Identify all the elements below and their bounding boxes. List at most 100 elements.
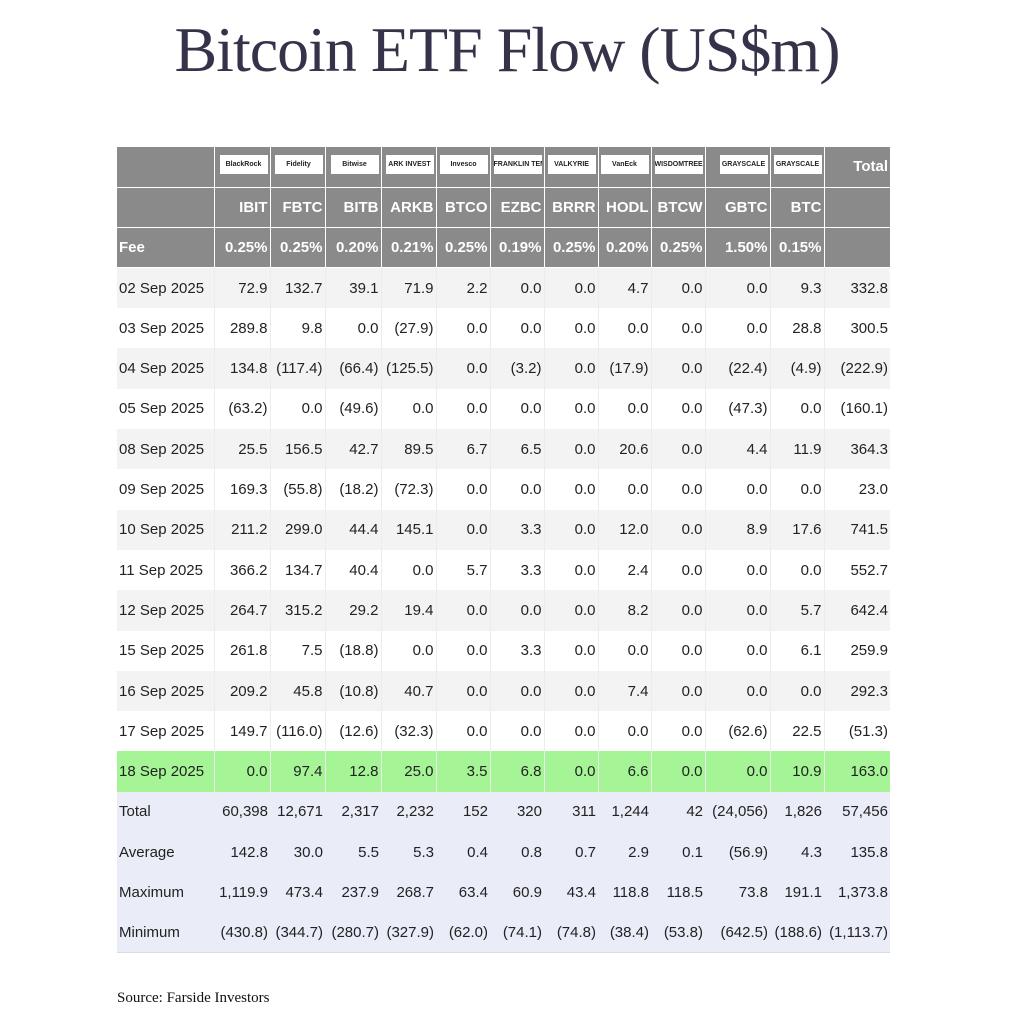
flow-cell: (66.4): [325, 348, 382, 389]
summary-cell: 60.9: [490, 872, 544, 913]
flow-cell: (47.3): [705, 388, 771, 430]
flow-cell: 0.0: [544, 267, 599, 309]
row-total-cell: 741.5: [824, 509, 890, 550]
summary-cell: 57,456: [824, 791, 890, 833]
fee-label: Fee: [117, 227, 215, 269]
ticker-cell: BTC: [770, 187, 825, 229]
flow-cell: 22.5: [770, 711, 825, 752]
flow-cell: 299.0: [270, 509, 326, 550]
flow-cell: 11.9: [770, 429, 825, 470]
fee-cell: 0.15%: [770, 227, 825, 269]
row-total-cell: 292.3: [824, 670, 890, 712]
flow-cell: 0.0: [544, 670, 599, 712]
summary-row-maximum: Maximum 1,119.9 473.4 237.9 268.7 63.4 60.9 43.…: [117, 872, 890, 913]
ticker-cell: GBTC: [705, 187, 771, 229]
summary-cell: 2.9: [598, 832, 651, 873]
ticker-cell: BTCO: [436, 187, 491, 229]
summary-row-minimum: Minimum (430.8) (344.7) (280.7) (327.9) (62.0…: [117, 912, 890, 954]
fee-cell: 1.50%: [705, 227, 771, 269]
issuer-logo: FRANKLIN TEMPLETON: [493, 155, 542, 175]
row-total-cell: 332.8: [824, 267, 890, 309]
flow-cell: 0.0: [325, 308, 382, 349]
flow-cell: 6.8: [490, 751, 545, 792]
flow-cell: (62.6): [705, 711, 771, 752]
flow-cell: 8.2: [598, 590, 652, 631]
summary-cell: 0.1: [651, 832, 705, 873]
summary-cell: 268.7: [381, 872, 436, 913]
fee-cell: 0.20%: [325, 227, 382, 269]
date-cell: 10 Sep 2025: [117, 509, 215, 550]
flow-cell: 132.7: [270, 267, 326, 309]
flow-cell: 9.8: [270, 308, 326, 349]
date-cell: 05 Sep 2025: [117, 388, 215, 430]
summary-cell: 43.4: [544, 872, 598, 913]
summary-cell: (430.8): [214, 912, 270, 954]
flow-cell: (49.6): [325, 388, 382, 430]
flow-cell: 0.0: [651, 549, 706, 591]
flow-cell: 29.2: [325, 590, 382, 631]
flow-cell: 0.0: [651, 630, 706, 671]
summary-cell: (74.8): [544, 912, 598, 954]
issuer-logo-row: BlackRock Fidelity Bitwise ARK INVEST Invesc…: [117, 147, 890, 188]
flow-cell: 0.0: [381, 549, 437, 591]
flow-cell: 3.5: [436, 751, 491, 792]
flow-cell: 7.5: [270, 630, 326, 671]
flow-cell: 0.0: [436, 670, 491, 712]
fee-total-cell: [824, 227, 890, 269]
flow-cell: 6.7: [436, 429, 491, 470]
flow-cell: 10.9: [770, 751, 825, 792]
flow-cell: 149.7: [214, 711, 271, 752]
summary-cell: (56.9): [705, 832, 770, 873]
ticker-cell: BRRR: [544, 187, 599, 229]
flow-cell: 0.0: [544, 308, 599, 349]
summary-cell: 1,826: [770, 791, 824, 833]
date-cell: 18 Sep 2025: [117, 751, 215, 792]
date-cell: 02 Sep 2025: [117, 267, 215, 309]
flow-cell: 0.0: [770, 670, 825, 712]
flow-cell: 0.0: [490, 670, 545, 712]
summary-cell: 152: [436, 791, 490, 833]
flow-cell: (3.2): [490, 348, 545, 389]
summary-cell: 473.4: [270, 872, 325, 913]
source-note: Source: Farside Investors: [117, 990, 270, 1006]
fee-cell: 0.25%: [214, 227, 271, 269]
flow-cell: (12.6): [325, 711, 382, 752]
flow-cell: 134.8: [214, 348, 271, 389]
summary-cell: 60,398: [214, 791, 270, 833]
flow-cell: 366.2: [214, 549, 271, 591]
flow-cell: 12.8: [325, 751, 382, 792]
summary-cell: (62.0): [436, 912, 490, 954]
issuer-logo: Bitwise: [330, 155, 379, 175]
summary-cell: 5.5: [325, 832, 381, 873]
table-row: 08 Sep 2025 25.5 156.5 42.7 89.5 6.7 6.5 0.0 20.…: [117, 429, 890, 470]
flow-cell: 0.0: [651, 469, 706, 510]
flow-cell: 0.0: [651, 590, 706, 631]
flow-cell: 156.5: [270, 429, 326, 470]
fee-row: Fee 0.25% 0.25% 0.20% 0.21% 0.25% 0.19% 0.25% 0.…: [117, 227, 890, 269]
flow-cell: 5.7: [436, 549, 491, 591]
fee-cell: 0.20%: [598, 227, 652, 269]
summary-cell: 142.8: [214, 832, 270, 873]
flow-cell: 20.6: [598, 429, 652, 470]
flow-cell: 3.3: [490, 630, 545, 671]
flow-cell: 0.0: [490, 267, 545, 309]
date-cell: 16 Sep 2025: [117, 670, 215, 712]
flow-cell: (116.0): [270, 711, 326, 752]
flow-cell: 0.0: [705, 469, 771, 510]
flow-cell: (27.9): [381, 308, 437, 349]
flow-cell: 0.0: [544, 348, 599, 389]
summary-cell: 1,373.8: [824, 872, 890, 913]
summary-cell: 73.8: [705, 872, 770, 913]
flow-cell: 45.8: [270, 670, 326, 712]
summary-row-average: Average 142.8 30.0 5.5 5.3 0.4 0.8 0.7 2.9 0.1 (56…: [117, 832, 890, 873]
flow-cell: 0.0: [436, 348, 491, 389]
ticker-cell: BITB: [325, 187, 382, 229]
issuer-logo: Invesco: [439, 155, 488, 175]
date-cell: 17 Sep 2025: [117, 711, 215, 752]
date-cell: 11 Sep 2025: [117, 549, 215, 591]
flow-cell: 0.0: [651, 267, 706, 309]
flow-cell: 6.6: [598, 751, 652, 792]
flow-cell: (17.9): [598, 348, 652, 389]
flow-cell: 0.0: [598, 388, 652, 430]
date-cell: 12 Sep 2025: [117, 590, 215, 631]
